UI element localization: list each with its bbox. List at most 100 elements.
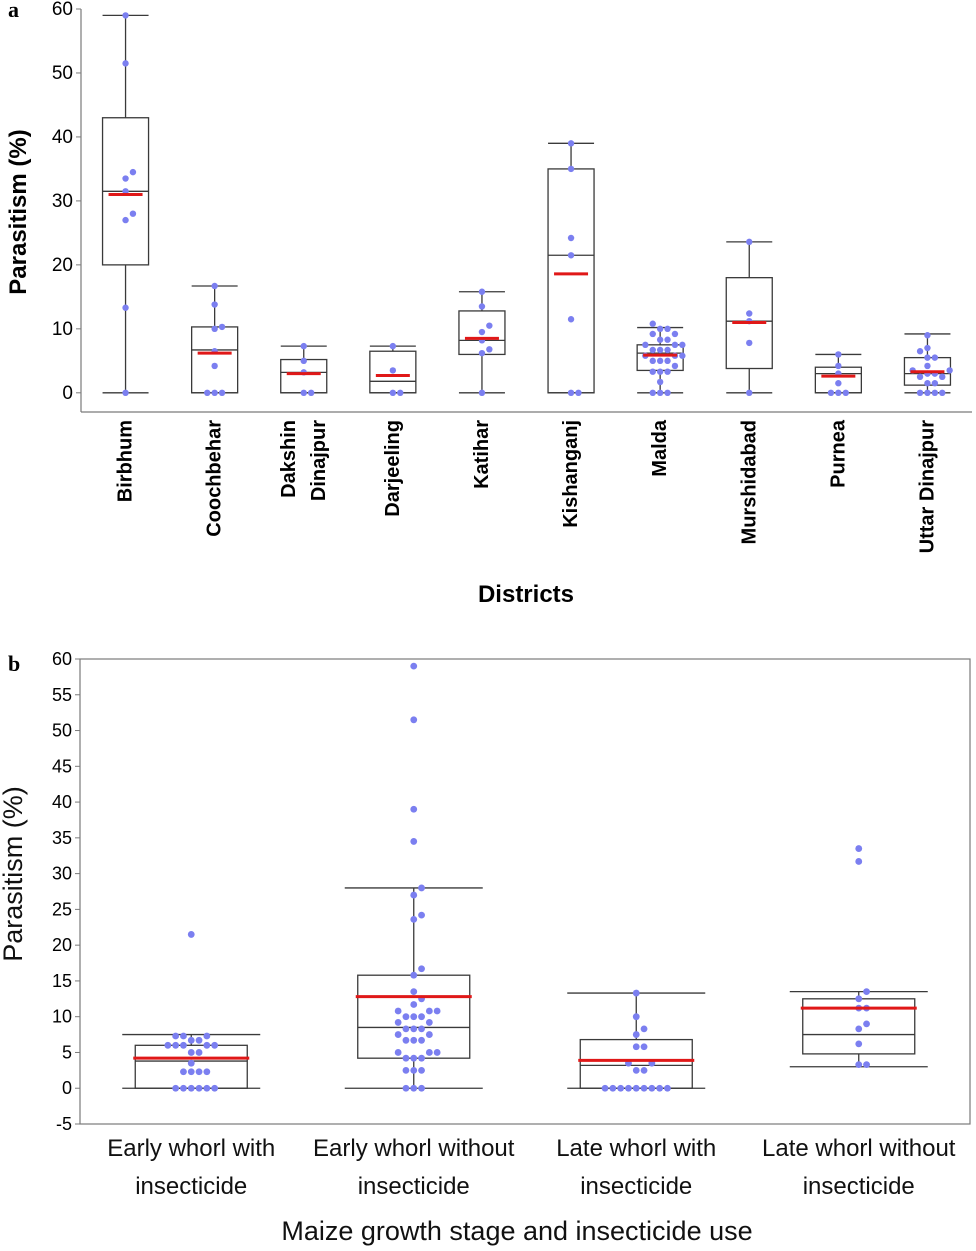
data-point bbox=[180, 1084, 187, 1092]
data-point bbox=[129, 210, 137, 217]
data-point bbox=[671, 341, 679, 349]
data-point bbox=[195, 1084, 203, 1092]
data-point bbox=[478, 288, 486, 295]
data-point bbox=[924, 354, 931, 361]
data-point bbox=[433, 1007, 441, 1015]
data-point bbox=[931, 354, 939, 361]
data-point bbox=[218, 389, 226, 397]
data-point bbox=[172, 1084, 180, 1092]
data-point bbox=[649, 320, 656, 327]
data-point bbox=[418, 1054, 425, 1062]
panel-b-points bbox=[164, 662, 870, 1092]
data-point bbox=[418, 1066, 425, 1074]
y-tick-label: 40 bbox=[52, 792, 72, 812]
panel-a-points bbox=[122, 12, 953, 397]
category-label: Dakshin bbox=[278, 420, 300, 498]
data-point bbox=[397, 389, 404, 397]
data-point bbox=[394, 1019, 402, 1026]
data-point bbox=[656, 357, 664, 365]
data-point bbox=[389, 389, 397, 397]
data-point bbox=[656, 389, 664, 397]
data-point bbox=[567, 389, 575, 397]
data-point bbox=[418, 911, 425, 919]
y-tick-label: 40 bbox=[52, 127, 73, 148]
data-point bbox=[172, 1032, 180, 1040]
y-tick-label: 50 bbox=[52, 721, 72, 741]
category-label: Murshidabad bbox=[738, 420, 760, 544]
panel-a-boxes bbox=[101, 14, 952, 394]
y-tick-label: 50 bbox=[52, 63, 73, 84]
y-tick-label: 60 bbox=[52, 649, 72, 669]
data-point bbox=[410, 971, 418, 979]
data-point bbox=[567, 234, 575, 242]
data-point bbox=[835, 380, 842, 387]
panel-a-y-axis-title: Parasitism (%) bbox=[5, 129, 32, 294]
data-point bbox=[307, 389, 315, 397]
data-point bbox=[211, 389, 218, 397]
category-label: Malda bbox=[649, 419, 671, 477]
category-label: Early whorl without bbox=[313, 1135, 515, 1162]
data-point bbox=[679, 352, 686, 359]
panel-a-category-labels: Birbhum Coochbehar Dakshin Dinajpur Darjeeli… bbox=[115, 419, 939, 553]
data-point bbox=[187, 1068, 195, 1076]
data-point bbox=[425, 1049, 433, 1056]
data-point bbox=[122, 304, 129, 311]
data-point bbox=[567, 316, 575, 323]
data-point bbox=[180, 1032, 187, 1040]
data-point bbox=[924, 380, 931, 387]
data-point bbox=[855, 845, 863, 852]
data-point bbox=[425, 1019, 433, 1026]
data-point bbox=[842, 389, 849, 397]
data-point bbox=[939, 389, 946, 397]
data-point bbox=[394, 1031, 402, 1038]
data-point bbox=[211, 362, 218, 370]
category-label: Dinajpur bbox=[308, 420, 330, 501]
data-point bbox=[433, 1049, 441, 1056]
data-point bbox=[642, 341, 649, 349]
data-point bbox=[389, 367, 397, 374]
data-point bbox=[478, 349, 486, 357]
data-point bbox=[924, 332, 931, 339]
data-point bbox=[640, 1084, 648, 1092]
y-tick-label: 45 bbox=[52, 756, 72, 776]
y-tick-label: 30 bbox=[52, 191, 73, 212]
data-point bbox=[664, 357, 671, 365]
data-point bbox=[855, 1061, 863, 1069]
data-point bbox=[746, 310, 753, 317]
data-point bbox=[218, 323, 226, 331]
data-point bbox=[389, 342, 397, 350]
data-point bbox=[609, 1084, 617, 1092]
data-point bbox=[410, 1025, 418, 1033]
data-point bbox=[418, 1084, 425, 1092]
data-point bbox=[656, 346, 664, 354]
data-point bbox=[195, 1036, 203, 1044]
category-label: Late whorl with bbox=[556, 1135, 716, 1162]
category-label: Darjeeling bbox=[382, 420, 404, 517]
data-point bbox=[835, 362, 842, 370]
data-point bbox=[187, 1049, 195, 1056]
data-point bbox=[649, 389, 656, 397]
data-point bbox=[656, 368, 664, 375]
data-point bbox=[855, 1025, 863, 1033]
y-tick-label: 35 bbox=[52, 828, 72, 848]
data-point bbox=[129, 168, 137, 176]
data-point bbox=[122, 216, 129, 224]
data-point bbox=[122, 12, 129, 19]
data-point bbox=[924, 344, 931, 352]
data-point bbox=[486, 346, 493, 353]
data-point bbox=[203, 1041, 211, 1049]
y-tick-label: 25 bbox=[52, 899, 72, 919]
data-point bbox=[648, 1084, 656, 1092]
data-point bbox=[617, 1084, 625, 1092]
data-point bbox=[916, 348, 924, 355]
y-tick-label: 0 bbox=[62, 383, 73, 404]
panel-b-x-axis-title: Maize growth stage and insecticide use bbox=[281, 1216, 752, 1246]
data-point bbox=[211, 301, 218, 308]
data-point bbox=[410, 1013, 418, 1021]
data-point bbox=[410, 716, 418, 724]
data-point bbox=[924, 389, 931, 397]
data-point bbox=[211, 282, 218, 290]
data-point bbox=[418, 1025, 425, 1033]
category-label: Kishanganj bbox=[560, 420, 582, 528]
data-point bbox=[410, 1001, 418, 1008]
